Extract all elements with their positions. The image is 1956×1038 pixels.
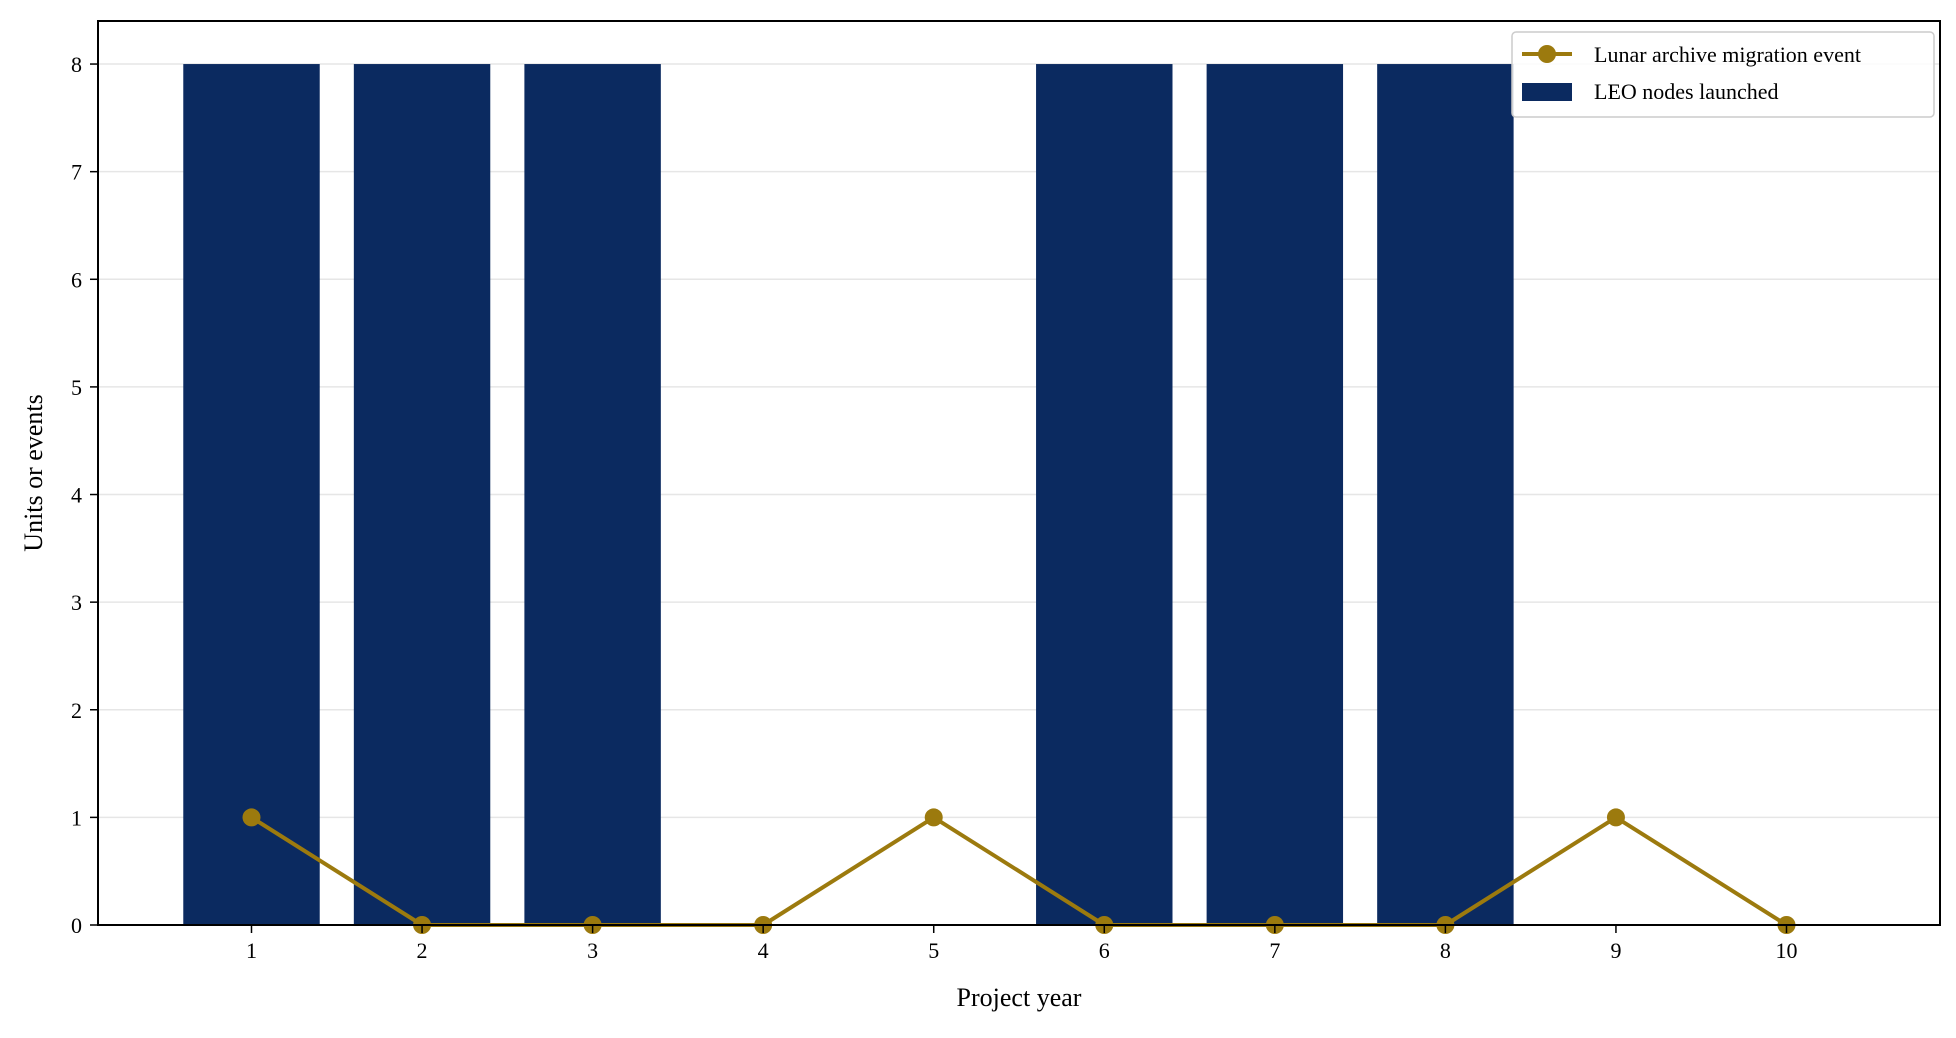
x-tick-label-7: 7 <box>1269 938 1280 963</box>
y-tick-label-3: 3 <box>71 590 82 615</box>
bar-year-1 <box>183 64 320 926</box>
y-tick-label-6: 6 <box>71 267 82 292</box>
y-axis-label: Units or events <box>19 394 48 551</box>
x-tick-label-2: 2 <box>417 938 428 963</box>
bar-year-7 <box>1206 64 1344 926</box>
legend-entry-leo-nodes-launched: LEO nodes launched <box>1594 79 1779 104</box>
bar-layer <box>183 64 1514 926</box>
x-axis: 1 2 3 4 5 6 7 8 9 10 <box>246 925 1798 963</box>
y-tick-label-8: 8 <box>71 52 82 77</box>
point-year-1 <box>242 808 261 827</box>
x-tick-label-5: 5 <box>928 938 939 963</box>
y-tick-label-7: 7 <box>71 160 82 185</box>
x-tick-label-3: 3 <box>587 938 598 963</box>
bar-year-6 <box>1036 64 1173 926</box>
y-tick-label-5: 5 <box>71 375 82 400</box>
y-tick-label-0: 0 <box>71 913 82 938</box>
bar-year-2 <box>353 64 491 926</box>
bar-year-8 <box>1377 64 1514 926</box>
y-tick-label-2: 2 <box>71 698 82 723</box>
x-axis-label: Project year <box>957 983 1082 1012</box>
legend: Lunar archive migration event LEO nodes … <box>1511 31 1935 118</box>
x-tick-label-6: 6 <box>1099 938 1110 963</box>
point-year-5 <box>924 808 943 827</box>
plot-frame <box>97 20 1941 926</box>
point-year-9 <box>1606 808 1625 827</box>
y-tick-label-4: 4 <box>71 483 82 508</box>
legend-line-marker <box>1538 45 1556 63</box>
y-tick-label-1: 1 <box>71 805 82 830</box>
x-tick-label-1: 1 <box>246 938 257 963</box>
bar-year-3 <box>524 64 661 926</box>
legend-bar-swatch <box>1522 83 1572 101</box>
y-axis: 0 1 2 3 4 5 6 7 8 <box>71 52 98 938</box>
legend-entry-lunar-archive-migration-event: Lunar archive migration event <box>1594 42 1861 67</box>
x-tick-label-8: 8 <box>1440 938 1451 963</box>
legend-box <box>1511 31 1935 118</box>
x-tick-label-10: 10 <box>1776 938 1798 963</box>
x-tick-label-9: 9 <box>1610 938 1621 963</box>
x-tick-label-4: 4 <box>758 938 769 963</box>
